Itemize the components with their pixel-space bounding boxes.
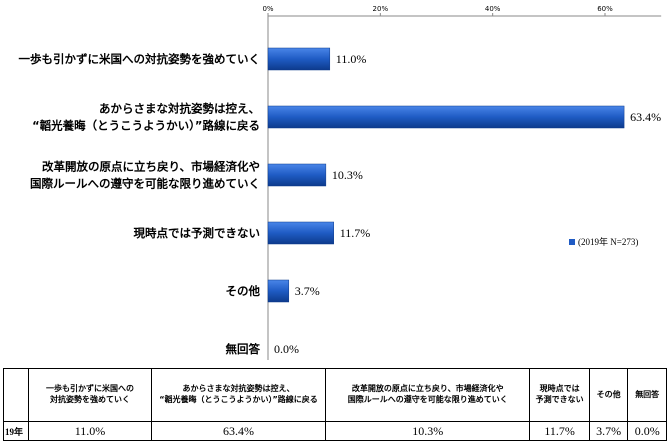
- x-tick-label: 0%: [262, 5, 273, 13]
- data-label: 0.0%: [274, 342, 299, 356]
- table-cell: 0.0%: [627, 421, 667, 441]
- table-header-cell: 一歩も引かずに米国への 対抗姿勢を強めていく: [28, 368, 153, 422]
- data-label: 3.7%: [295, 284, 320, 298]
- table-cell: 10.3%: [325, 421, 531, 441]
- bar: [267, 47, 331, 71]
- table-corner-cell: [2, 368, 30, 422]
- category-label: 現時点では予測できない: [134, 226, 261, 240]
- data-table: 一歩も引かずに米国への 対抗姿勢を強めていく あからさまな対抗姿勢は控え、 “韜光養…: [2, 368, 667, 441]
- category-label: あからさまな対抗姿勢は控え、: [99, 102, 260, 116]
- category-label: 国際ルールへの遵守を可能な限り進めていく: [30, 177, 260, 191]
- data-label: 11.7%: [340, 226, 371, 240]
- bar: [267, 163, 327, 187]
- legend-swatch: [569, 239, 575, 245]
- table-header-row: 一歩も引かずに米国への 対抗姿勢を強めていく あからさまな対抗姿勢は控え、 “韜光養…: [2, 368, 667, 422]
- data-label: 11.0%: [336, 52, 367, 66]
- table-header-cell: 無回答: [627, 368, 667, 422]
- category-label: “韜光養晦（とうこうようかい）”路線に戻る: [32, 119, 260, 133]
- category-label: 無回答: [226, 342, 261, 356]
- table-cell: 3.7%: [588, 421, 629, 441]
- bar: [267, 221, 334, 245]
- table-row-label: 19年: [2, 421, 30, 441]
- x-tick-label: 40%: [485, 5, 501, 13]
- table-cell: 11.0%: [28, 421, 153, 441]
- bars: 11.0% 63.4% 10.3% 11.7% 3.7% 0.0%: [267, 47, 661, 356]
- table-header-cell: あからさまな対抗姿勢は控え、 “韜光養晦（とうこうようかい）”路線に戻る: [151, 368, 327, 422]
- category-label: その他: [226, 284, 261, 298]
- data-label: 10.3%: [332, 168, 363, 182]
- x-axis: 0% 20% 40% 60%: [262, 5, 662, 360]
- legend-label: (2019年 N=273): [578, 236, 638, 247]
- table-header-cell: その他: [588, 368, 629, 422]
- x-tick-label: 20%: [373, 5, 389, 13]
- data-label: 63.4%: [630, 110, 661, 124]
- table-header-cell: 改革開放の原点に立ち戻り、市場経済化や 国際ルールへの遵守を可能な限り進めていく: [325, 368, 531, 422]
- table-row: 19年 11.0% 63.4% 10.3% 11.7% 3.7% 0.0%: [2, 421, 667, 441]
- x-tick-label: 60%: [597, 5, 613, 13]
- legend: (2019年 N=273): [569, 236, 638, 247]
- bar: [267, 279, 290, 303]
- bar-chart: 0% 20% 40% 60% 一歩も引かずに米国への対抗姿勢を強めていくあからさまな対…: [19, 5, 662, 360]
- category-label: 一歩も引かずに米国への対抗姿勢を強めていく: [19, 52, 261, 66]
- table-cell: 11.7%: [529, 421, 590, 441]
- category-label: 改革開放の原点に立ち戻り、市場経済化や: [42, 160, 260, 174]
- table-cell: 63.4%: [151, 421, 327, 441]
- bar: [267, 105, 625, 129]
- table-header-cell: 現時点では 予測できない: [529, 368, 590, 422]
